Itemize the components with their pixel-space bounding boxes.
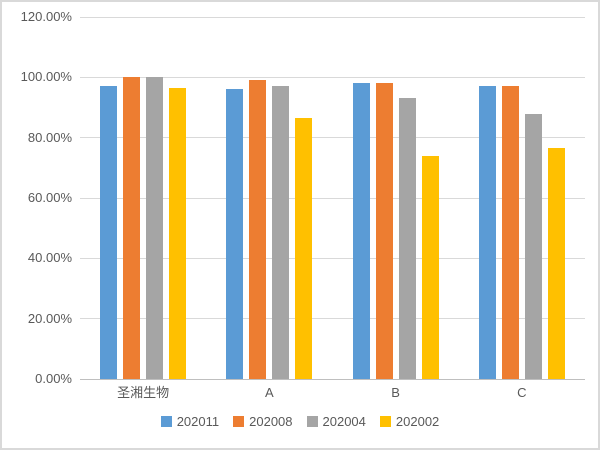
bar-202011-圣湘生物 <box>100 86 118 379</box>
legend-label: 202008 <box>249 414 293 429</box>
y-axis-tick-label: 100.00% <box>20 69 72 85</box>
legend-label: 202011 <box>176 414 220 429</box>
x-axis-category-label: B <box>391 385 400 400</box>
bar-202004-A <box>272 86 290 379</box>
y-axis-tick-label: 120.00% <box>20 9 72 24</box>
x-axis-category-label: A <box>265 385 274 400</box>
legend: 202011 202008 202004 202002 <box>2 414 598 429</box>
bar-202011-C <box>478 86 496 379</box>
y-axis-tick-label: 60.00% <box>27 190 72 205</box>
legend-item-202004: 202004 <box>306 414 366 429</box>
gridline <box>80 16 585 18</box>
legend-swatch-icon <box>233 416 245 427</box>
bar-202011-B <box>352 83 370 379</box>
bar-202002-C <box>547 148 565 379</box>
gridline <box>80 197 585 199</box>
x-axis-category-label: C <box>517 385 527 400</box>
gridline <box>80 137 585 139</box>
bar-group-C <box>459 17 585 379</box>
legend-swatch-icon <box>379 416 391 427</box>
plot-area <box>80 16 585 380</box>
y-axis-tick-label: 40.00% <box>27 250 72 266</box>
bar-202008-C <box>501 86 519 379</box>
legend-swatch-icon <box>306 416 318 427</box>
bar-group-A <box>206 17 332 379</box>
gridline <box>80 257 585 259</box>
bar-202002-B <box>421 155 439 379</box>
legend-item-202002: 202002 <box>379 414 440 429</box>
legend-item-202008: 202008 <box>233 414 293 429</box>
bar-202002-圣湘生物 <box>169 87 187 379</box>
bar-group-圣湘生物 <box>80 17 206 379</box>
bar-202008-圣湘生物 <box>123 77 141 379</box>
x-axis-line <box>80 378 585 380</box>
bar-202004-C <box>524 113 542 379</box>
gridline <box>80 76 585 78</box>
legend-label: 202004 <box>322 414 366 429</box>
bar-202002-A <box>295 118 313 379</box>
bar-group-B <box>333 17 459 379</box>
bar-202004-圣湘生物 <box>146 77 164 379</box>
gridline <box>80 318 585 320</box>
bar-202011-A <box>226 89 244 379</box>
x-axis-category-label: 圣湘生物 <box>117 385 170 400</box>
legend-label: 202002 <box>395 414 440 429</box>
legend-swatch-icon <box>160 416 172 427</box>
y-axis-tick-label: 80.00% <box>27 129 72 145</box>
bar-202004-B <box>398 98 416 379</box>
legend-item-202011: 202011 <box>160 414 220 429</box>
y-axis-tick-label: 20.00% <box>27 310 72 326</box>
bar-202008-B <box>375 83 393 379</box>
y-axis-tick-label: 0.00% <box>35 371 72 386</box>
bar-202008-A <box>249 80 267 379</box>
